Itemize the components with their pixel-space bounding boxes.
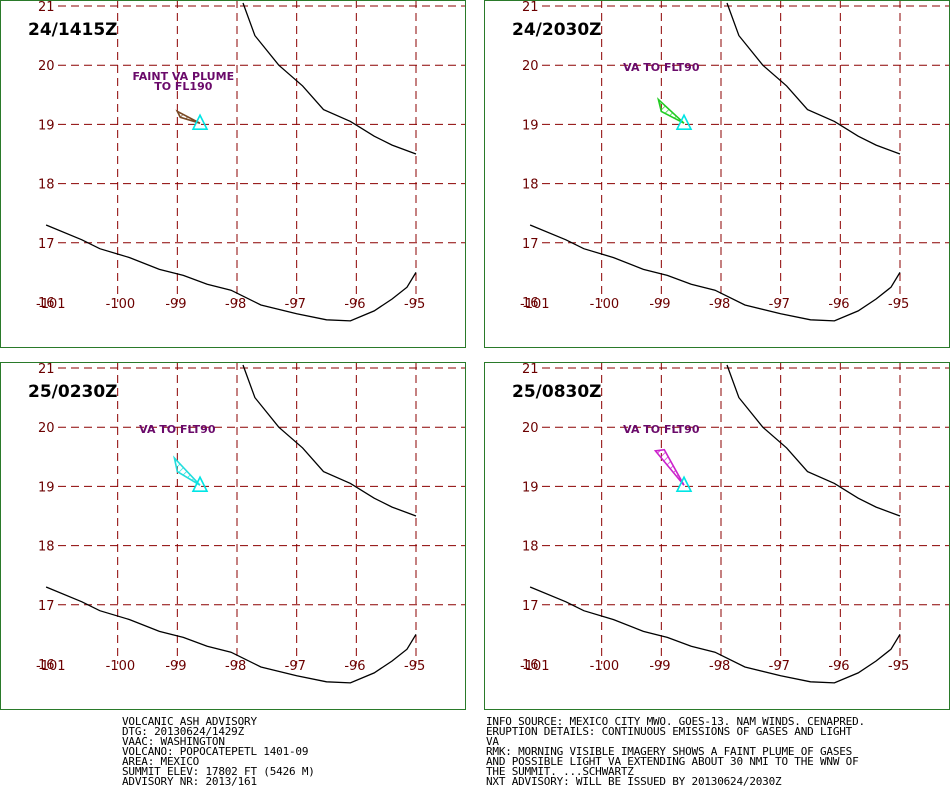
lon-tick-label: -98 xyxy=(709,659,730,674)
coastline-pacific xyxy=(45,224,417,322)
coastline-gulf xyxy=(242,2,417,155)
lon-tick-label: -99 xyxy=(649,297,670,312)
coastline-pacific xyxy=(529,224,901,322)
lon-tick-label: -97 xyxy=(285,297,306,312)
lon-tick-label: -99 xyxy=(649,659,670,674)
lat-tick-label: 21 xyxy=(522,0,539,15)
lon-tick-label: -97 xyxy=(769,297,790,312)
advisory-remarks-text: INFO SOURCE: MEXICO CITY MWO. GOES-13. N… xyxy=(486,715,865,788)
plume-label: VA TO FLT90 xyxy=(623,61,700,74)
ash-plume-polygon xyxy=(175,109,201,124)
map-layers xyxy=(45,363,465,684)
panel-frame xyxy=(0,362,466,710)
lat-tick-label: 16 xyxy=(38,658,55,673)
lat-tick-label: 21 xyxy=(38,0,55,15)
lat-tick-label: 18 xyxy=(38,178,55,193)
lat-tick-label: 18 xyxy=(522,540,539,555)
lat-tick-label: 17 xyxy=(38,237,55,252)
lon-tick-label: -101 xyxy=(36,659,66,674)
lat-tick-label: 20 xyxy=(522,59,539,74)
lat-tick-label: 19 xyxy=(38,480,55,495)
map-panel: -101 -100 -99 -98 -97 -96 -95 16 17 18 19 20 21 25/08… xyxy=(484,362,950,710)
map-layers xyxy=(529,363,949,684)
map-layers xyxy=(529,1,949,322)
lat-tick-label: 18 xyxy=(522,178,539,193)
lat-tick-label: 19 xyxy=(522,118,539,133)
lon-tick-label: -99 xyxy=(165,659,186,674)
lat-tick-label: 21 xyxy=(38,362,55,377)
lat-tick-label: 18 xyxy=(38,540,55,555)
coastline-gulf xyxy=(726,364,901,517)
lon-tick-label: -98 xyxy=(225,659,246,674)
plume-label: FAINT VA PLUME xyxy=(133,70,235,83)
plume-label: VA TO FLT90 xyxy=(139,423,216,436)
lat-tick-label: 17 xyxy=(522,237,539,252)
lat-tick-label: 21 xyxy=(522,362,539,377)
volcano-triangle-icon xyxy=(675,113,693,131)
plume-label: TO FL190 xyxy=(154,80,213,93)
panel-frame xyxy=(0,0,466,348)
lon-tick-label: -100 xyxy=(590,297,620,312)
ash-plume-polygon xyxy=(653,448,685,486)
panel-frame xyxy=(484,0,950,348)
lat-tick-label: 20 xyxy=(38,421,55,436)
forecast-time-label: 24/2030Z xyxy=(512,20,602,40)
lat-tick-label: 20 xyxy=(38,59,55,74)
lon-tick-label: -101 xyxy=(520,659,550,674)
coastline-pacific xyxy=(45,586,417,684)
ash-plume-polygon xyxy=(656,97,685,124)
forecast-time-label: 25/0230Z xyxy=(28,382,118,402)
map-panel: -101 -100 -99 -98 -97 -96 -95 16 17 18 19 20 21 24/14… xyxy=(0,0,466,348)
lon-tick-label: -101 xyxy=(36,297,66,312)
volcano-triangle-icon xyxy=(675,475,693,493)
lon-tick-label: -95 xyxy=(888,659,909,674)
lat-tick-label: 19 xyxy=(522,480,539,495)
lon-tick-label: -95 xyxy=(888,297,909,312)
lon-tick-label: -99 xyxy=(165,297,186,312)
lon-tick-label: -96 xyxy=(828,659,849,674)
panel-frame xyxy=(484,362,950,710)
volcano-triangle-icon xyxy=(191,475,209,493)
volcano-triangle-icon xyxy=(191,113,209,131)
lon-tick-label: -96 xyxy=(344,297,365,312)
advisory-map-sheet: -101 -100 -99 -98 -97 -96 -95 16 17 18 19 20 21 24/14… xyxy=(0,0,950,710)
lon-tick-label: -97 xyxy=(285,659,306,674)
coastline-gulf xyxy=(242,364,417,517)
lon-tick-label: -98 xyxy=(709,297,730,312)
lat-tick-label: 16 xyxy=(522,658,539,673)
lon-tick-label: -96 xyxy=(828,297,849,312)
lat-tick-label: 19 xyxy=(38,118,55,133)
lat-tick-label: 16 xyxy=(522,296,539,311)
lon-tick-label: -100 xyxy=(106,659,136,674)
lon-tick-label: -98 xyxy=(225,297,246,312)
lon-tick-label: -95 xyxy=(404,659,425,674)
lon-tick-label: -100 xyxy=(106,297,136,312)
lat-tick-label: 16 xyxy=(38,296,55,311)
map-panel: -101 -100 -99 -98 -97 -96 -95 16 17 18 19 20 21 25/02… xyxy=(0,362,466,710)
lon-tick-label: -96 xyxy=(344,659,365,674)
ash-plume-polygon xyxy=(173,455,201,486)
forecast-time-label: 24/1415Z xyxy=(28,20,118,40)
coastline-pacific xyxy=(529,586,901,684)
map-panel: -101 -100 -99 -98 -97 -96 -95 16 17 18 19 20 21 24/20… xyxy=(484,0,950,348)
lon-tick-label: -101 xyxy=(520,297,550,312)
map-layers xyxy=(45,1,465,322)
plume-label: VA TO FLT90 xyxy=(623,423,700,436)
lat-tick-label: 17 xyxy=(522,599,539,614)
lon-tick-label: -95 xyxy=(404,297,425,312)
forecast-time-label: 25/0830Z xyxy=(512,382,602,402)
lon-tick-label: -100 xyxy=(590,659,620,674)
lon-tick-label: -97 xyxy=(769,659,790,674)
coastline-gulf xyxy=(726,2,901,155)
advisory-header-text: VOLCANIC ASH ADVISORY DTG: 20130624/1429… xyxy=(122,715,315,788)
lat-tick-label: 17 xyxy=(38,599,55,614)
lat-tick-label: 20 xyxy=(522,421,539,436)
